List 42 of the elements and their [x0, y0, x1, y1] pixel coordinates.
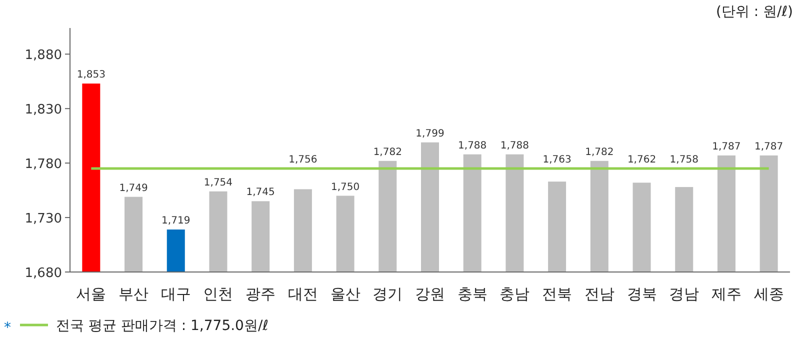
data-label: 1,799 — [416, 128, 444, 140]
data-label: 1,763 — [542, 154, 572, 166]
x-tick-label: 전북 — [542, 285, 572, 303]
x-tick-label: 경남 — [669, 285, 700, 303]
x-tick-label: 대구 — [160, 285, 191, 303]
data-label: 1,745 — [246, 187, 275, 198]
data-label: 1,750 — [330, 182, 360, 193]
data-label: 1,788 — [500, 140, 530, 152]
text: (단위 : 원/ℓ) — [716, 4, 793, 20]
x-tick-label: 대전 — [288, 285, 318, 303]
y-tick-label: 1,730 — [24, 212, 62, 227]
text: * — [4, 320, 11, 336]
data-label: 1,853 — [76, 70, 106, 81]
x-tick-label: 광주 — [246, 285, 276, 303]
legend-label: 전국 평균 판매가격 : 1,775.0원/ℓ — [56, 318, 268, 334]
x-tick-label: 세종 — [754, 285, 784, 303]
x-tick-label: 충남 — [500, 285, 530, 303]
data-label: 1,787 — [754, 141, 784, 152]
y-tick-label: 1,780 — [24, 157, 62, 172]
x-tick-label: 강원 — [415, 285, 445, 303]
data-label: 1,782 — [585, 146, 614, 158]
data-label: 1,754 — [204, 177, 233, 188]
x-tick-label: 서울 — [76, 285, 106, 303]
data-label: 1,762 — [627, 154, 656, 166]
data-label: 1,787 — [712, 141, 741, 152]
x-tick-label: 전남 — [584, 285, 614, 303]
x-tick-label: 인천 — [203, 285, 234, 303]
x-tick-label: 경기 — [372, 285, 403, 303]
x-tick-label: 부산 — [118, 285, 149, 303]
x-tick-label: 제주 — [711, 285, 742, 303]
data-label: 1,749 — [119, 182, 148, 194]
x-tick-label: 충북 — [457, 285, 488, 303]
data-label: 1,788 — [458, 140, 487, 152]
data-label: 1,782 — [373, 146, 402, 158]
data-label: 1,758 — [670, 154, 698, 166]
y-tick-label: 1,680 — [24, 266, 62, 281]
y-tick-label: 1,830 — [24, 102, 62, 118]
x-tick-label: 울산 — [330, 285, 360, 303]
data-label: 1,719 — [162, 216, 190, 227]
data-label: 1,756 — [288, 154, 318, 166]
y-tick-label: 1,880 — [24, 48, 62, 64]
x-tick-label: 경북 — [626, 285, 657, 303]
